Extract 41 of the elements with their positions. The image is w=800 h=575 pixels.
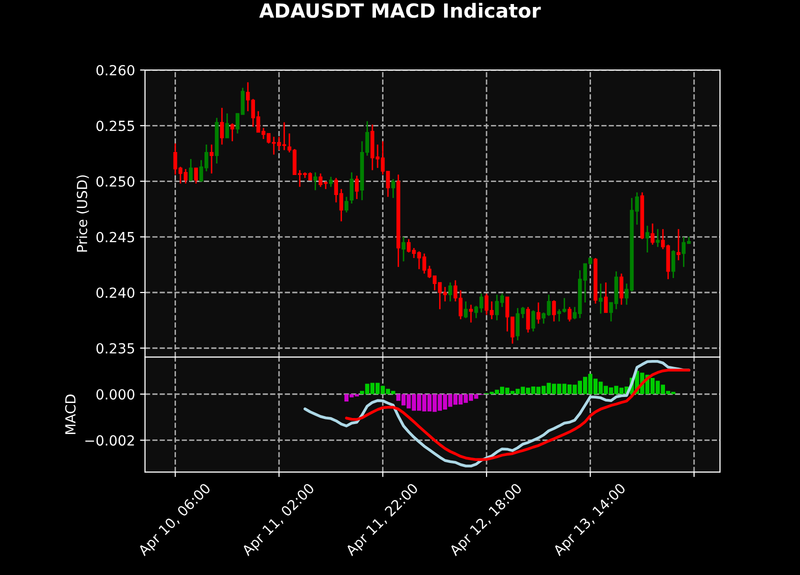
candlestick [645,225,650,254]
candlestick [328,176,333,188]
candlestick [676,228,680,261]
candlestick [531,310,536,332]
candlestick [650,222,654,246]
chart-title: ADAUSDT MACD Indicator [259,2,541,18]
candlestick [188,158,193,182]
candlestick [536,302,540,324]
candlestick [391,178,396,199]
candlestick [671,250,676,279]
candlestick [402,236,406,262]
candlestick [220,107,224,146]
candlestick [225,112,230,139]
candlestick [552,300,556,322]
candlestick [350,172,354,204]
candlestick [210,144,214,174]
candlestick [526,306,530,334]
candlestick [469,304,473,324]
y-tick-label: 0.235 [96,343,134,354]
candlestick [313,172,318,191]
y-axis-title: Price (USD) [76,175,89,252]
candlestick [448,282,452,302]
y-tick-label: 0.000 [96,389,134,400]
y-tick-label: 0.260 [96,65,134,76]
candlestick [620,272,624,306]
y-tick-label: 0.240 [96,287,134,298]
y-tick-label: 0.255 [96,120,134,132]
candlestick [344,196,348,214]
candlestick [604,282,608,314]
y-axis-title: MACD [65,394,76,434]
candlestick [354,175,359,200]
candlestick [656,228,660,248]
candlestick [568,306,572,322]
y-tick-label: 0.245 [96,232,134,242]
line-series [345,368,690,461]
y-tick-label: −0.002 [85,435,134,446]
candlestick [230,122,234,142]
candlestick [194,167,198,184]
candlestick [598,282,603,314]
y-tick-label: 0.250 [96,176,134,187]
candlestick [464,300,468,319]
